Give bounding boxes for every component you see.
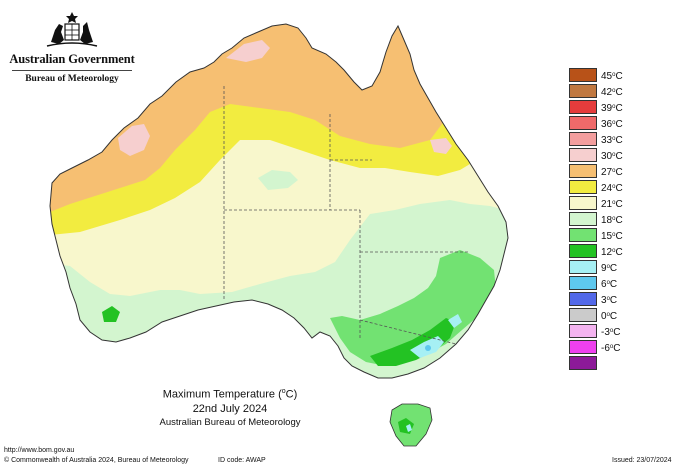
legend-label: -6oC [601, 343, 621, 354]
title-variable: Maximum Temperature (oC) [162, 388, 298, 401]
legend-swatch [569, 116, 597, 130]
id-code: ID code: AWAP [218, 457, 266, 464]
legend-label: 0oC [601, 311, 618, 322]
legend-label: 30oC [601, 151, 623, 162]
legend-item: 39oC [569, 100, 623, 116]
temperature-legend: 45oC 42oC 39oC 36oC 33oC 30oC 27oC 24oC 21oC 18oC… [569, 68, 623, 372]
legend-label: 45oC [601, 71, 623, 82]
legend-item: 36oC [569, 116, 623, 132]
legend-label: 36oC [601, 119, 623, 130]
footer: © Commonwealth of Australia 2024, Bureau… [0, 457, 680, 467]
legend-swatch [569, 276, 597, 290]
legend-item: 12oC [569, 244, 623, 260]
legend-swatch [569, 324, 597, 338]
legend-item: 9oC [569, 260, 618, 276]
legend-swatch [569, 308, 597, 322]
legend-swatch [569, 212, 597, 226]
legend-item: 45oC [569, 68, 623, 84]
legend-swatch [569, 164, 597, 178]
legend-item: 21oC [569, 196, 623, 212]
legend-label: 33oC [601, 135, 623, 146]
legend-label: 21oC [601, 199, 623, 210]
legend-item: 6oC [569, 276, 618, 292]
legend-label: 24oC [601, 183, 623, 194]
legend-label: -3oC [601, 327, 621, 338]
title-source: Australian Bureau of Meteorology [159, 416, 301, 428]
title-date: 22nd July 2024 [192, 402, 268, 415]
legend-item: 24oC [569, 180, 623, 196]
legend-label: 39oC [601, 103, 623, 114]
legend-swatch [569, 196, 597, 210]
legend-swatch [569, 340, 597, 354]
legend-label: 15oC [601, 231, 623, 242]
coat-of-arms-icon [46, 12, 98, 47]
legend-swatch [569, 260, 597, 274]
legend-item: 0oC [569, 308, 618, 324]
legend-label: 12oC [601, 247, 623, 258]
legend-swatch [569, 228, 597, 242]
legend-item: 3oC [569, 292, 618, 308]
legend-label: 27oC [601, 167, 623, 178]
legend-swatch [569, 180, 597, 194]
legend-swatch [569, 244, 597, 258]
government-logo: Australian Government Bureau of Meteorol… [8, 10, 136, 84]
issued-date: Issued: 23/07/2024 [612, 457, 672, 464]
legend-label: 18oC [601, 215, 623, 226]
legend-item: 42oC [569, 84, 623, 100]
logo-divider [12, 70, 132, 71]
legend-swatch [569, 292, 597, 306]
legend-item: -6oC [569, 340, 620, 356]
legend-item: 18oC [569, 212, 623, 228]
legend-item: 33oC [569, 132, 623, 148]
legend-swatch [569, 356, 597, 370]
legend-label: 3oC [601, 295, 618, 306]
legend-label: 6oC [601, 279, 618, 290]
legend-swatch [569, 100, 597, 114]
legend-item [569, 356, 615, 372]
legend-item: 30oC [569, 148, 623, 164]
bom-url-link[interactable]: http://www.bom.gov.au [4, 447, 75, 454]
legend-swatch [569, 148, 597, 162]
legend-label: 42oC [601, 87, 623, 98]
map-title: Maximum Temperature (oC) 22nd July 2024 … [120, 388, 340, 428]
legend-item: 27oC [569, 164, 623, 180]
state-borders [223, 86, 468, 345]
bureau-name: Bureau of Meteorology [25, 74, 119, 84]
coastline [49, 23, 509, 379]
government-name: Australian Government [9, 52, 135, 66]
legend-swatch [569, 84, 597, 98]
legend-item: -3oC [569, 324, 620, 340]
copyright-text: © Commonwealth of Australia 2024, Bureau… [4, 457, 189, 464]
legend-label: 9oC [601, 263, 618, 274]
legend-swatch [569, 132, 597, 146]
legend-swatch [569, 68, 597, 82]
legend-item: 15oC [569, 228, 623, 244]
